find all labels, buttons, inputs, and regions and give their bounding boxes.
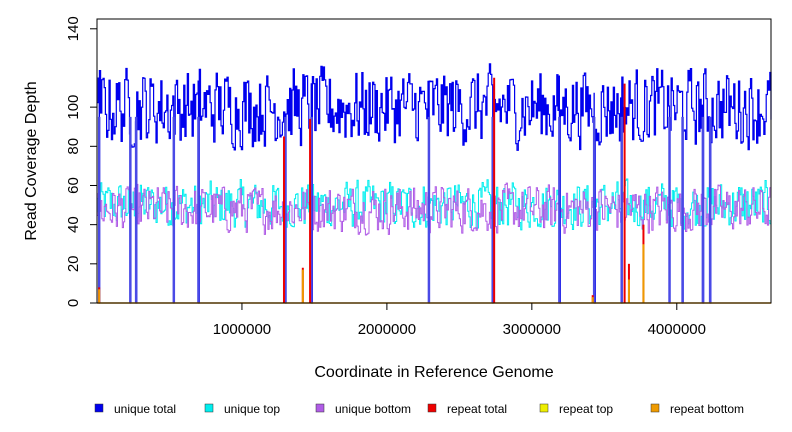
legend-label: unique bottom [335, 402, 411, 416]
x-tick-label: 2000000 [358, 321, 416, 338]
legend-label: unique total [114, 402, 176, 416]
x-tick-label: 1000000 [213, 321, 271, 338]
series-line-unique-total [97, 63, 772, 304]
legend-label: repeat top [559, 402, 613, 416]
y-tick-label: 140 [65, 16, 82, 41]
legend-label: repeat total [447, 402, 507, 416]
y-tick-label: 0 [65, 299, 82, 307]
legend-swatch [94, 403, 104, 413]
x-axis: 1000000 2000000 3000000 4000000 [213, 302, 706, 338]
legend-swatch [650, 403, 660, 413]
series-line-unique-top [97, 178, 772, 304]
y-tick-label: 60 [65, 177, 82, 194]
y-tick-label: 40 [65, 216, 82, 233]
x-tick-label: 3000000 [503, 321, 561, 338]
legend-swatch [315, 403, 325, 413]
legend-label: unique top [224, 402, 280, 416]
legend-swatch [539, 403, 549, 413]
legend: unique total unique top unique bottom repea… [94, 402, 744, 416]
x-tick-label: 4000000 [648, 321, 706, 338]
legend-label: repeat bottom [670, 402, 744, 416]
x-axis-title: Coordinate in Reference Genome [314, 364, 553, 381]
legend-swatch [427, 403, 437, 413]
y-tick-label: 20 [65, 255, 82, 272]
legend-swatch [204, 403, 214, 413]
y-axis-title: Read Coverage Depth [23, 81, 40, 240]
series-layer [97, 63, 772, 304]
y-tick-label: 100 [65, 95, 82, 120]
y-tick-label: 80 [65, 138, 82, 155]
y-axis: 0 20 40 60 80 100 140 [65, 16, 98, 307]
series-line-unique-bottom [97, 182, 772, 304]
